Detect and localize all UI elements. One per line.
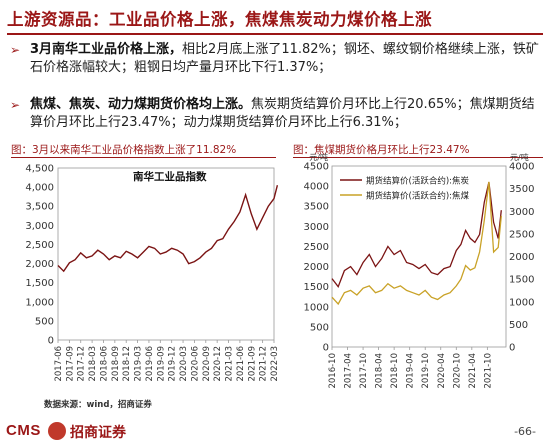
x-tick-label: 2020-06 (190, 346, 200, 382)
x-tick-label: 2020-03 (179, 346, 189, 382)
x-tick-label: 2020-09 (202, 346, 212, 382)
coal-futures-chart: 元/吨 元/吨 0 500 1000 1500 2000 2500 3000 3500 4000 45… (304, 152, 535, 389)
y-left-tick-label: 2000 (304, 262, 329, 273)
x-tick-label: 2019-12 (168, 346, 178, 382)
data-source: 数据来源：wind，招商证券 (44, 400, 152, 410)
bullet-2-text: 焦煤、焦炭、动力煤期货价格均上涨。焦炭期货结算价月环比上行20.65%；焦煤期货… (30, 96, 540, 132)
nanhua-industrial-index-chart: 0 500 1,000 1,500 2,000 2,500 3,000 3,500 4,000 4… (25, 164, 278, 382)
x-tick-label: 2018-04 (375, 353, 385, 389)
y-left-tick-label: 3500 (304, 202, 329, 213)
logo-mark-icon (48, 422, 66, 440)
y-right-tick-label: 3500 (509, 184, 534, 195)
y-right-tick-label: 4000 (509, 162, 534, 173)
right-axis-unit: 元/吨 (510, 152, 529, 162)
x-tick-label: 2022-03 (270, 346, 278, 382)
x-tick-label: 2016-10 (328, 353, 338, 389)
x-tick-label: 2017-12 (77, 346, 87, 382)
bullet-2-bold: 焦煤、焦炭、动力煤期货价格均上涨。 (30, 97, 252, 112)
y-left-tick-label: 0 (323, 343, 329, 354)
x-tick-label: 2020-04 (437, 353, 447, 389)
bullet-2: ➢ 焦煤、焦炭、动力煤期货价格均上涨。焦炭期货结算价月环比上行20.65%；焦煤… (10, 96, 540, 132)
y-tick-label: 3,000 (25, 221, 54, 232)
bullet-1-text: 3月南华工业品价格上涨，相比2月底上涨了11.82%；钢坯、螺纹钢价格继续上涨，… (30, 41, 540, 77)
bullet-2-body: 焦炭期货结算价月环比上行20.65%；焦煤期货结算价月环比上行23.47%；动力… (30, 97, 535, 130)
x-tick-label: 2021-03 (225, 346, 235, 382)
y-left-tick-label: 4500 (304, 162, 329, 173)
x-tick-label: 2019-03 (134, 346, 144, 382)
y-tick-label: 1,500 (25, 278, 54, 289)
y-tick-label: 0 (48, 336, 54, 347)
y-left-tick-label: 1000 (304, 302, 329, 313)
bullet-arrow-icon: ➢ (10, 43, 21, 57)
y-right-tick-label: 500 (509, 320, 528, 331)
x-tick-label: 2018-06 (99, 346, 109, 382)
x-tick-label: 2017-04 (344, 353, 354, 389)
x-tick-label: 2019-10 (421, 353, 431, 389)
y-tick-label: 4,000 (25, 183, 54, 194)
legend-label: 期货结算价(活跃合约):焦炭 (366, 176, 469, 187)
y-tick-label: 4,500 (25, 164, 54, 175)
left-chart-caption: 图：3月以来南华工业品价格指数上涨了11.82% (11, 144, 237, 156)
series-line (57, 185, 278, 273)
y-left-tick-label: 1500 (304, 282, 329, 293)
y-right-tick-label: 1500 (509, 275, 534, 286)
x-tick-label: 2021-04 (468, 353, 478, 389)
x-tick-label: 2020-12 (213, 346, 223, 382)
bullet-1-body: 相比2月底上涨了11.82%；钢坯、螺纹钢价格继续上涨，铁矿石价格涨幅较大；粗钢… (30, 42, 539, 75)
x-tick-label: 2019-04 (406, 353, 416, 389)
y-right-tick-label: 1000 (509, 297, 534, 308)
x-tick-label: 2020-10 (452, 353, 462, 389)
y-right-tick-label: 0 (509, 343, 515, 354)
x-tick-label: 2017-09 (65, 346, 75, 382)
page-number: -66- (514, 425, 536, 438)
plot-frame (331, 165, 507, 348)
logo-text: CMS (6, 422, 41, 439)
legend-label: 期货结算价(活跃合约):焦煤 (366, 191, 469, 202)
y-right-tick-label: 2000 (509, 252, 534, 263)
x-tick-label: 2019-06 (145, 346, 155, 382)
x-tick-label: 2021-09 (247, 346, 257, 382)
left-caption-rule (11, 157, 276, 158)
logo-company-name: 招商证券 (70, 425, 126, 441)
bullet-1-bold: 3月南华工业品价格上涨， (30, 42, 183, 57)
series-line (331, 181, 502, 289)
x-tick-label: 2017-10 (359, 353, 369, 389)
title-divider (7, 33, 543, 35)
y-right-tick-label: 2500 (509, 229, 534, 240)
right-caption-rule (293, 157, 543, 158)
bullet-1: ➢ 3月南华工业品价格上涨，相比2月底上涨了11.82%；钢坯、螺纹钢价格继续上… (10, 41, 540, 77)
y-tick-label: 2,500 (25, 240, 54, 251)
x-tick-label: 2021-06 (236, 346, 246, 382)
x-tick-label: 2017-06 (54, 346, 64, 382)
y-tick-label: 2,000 (25, 259, 54, 270)
x-tick-label: 2018-03 (88, 346, 98, 382)
y-tick-label: 500 (35, 316, 54, 327)
y-left-tick-label: 4000 (304, 182, 329, 193)
plot-frame (57, 167, 275, 341)
x-tick-label: 2021-10 (483, 353, 493, 389)
y-tick-label: 1,000 (25, 297, 54, 308)
x-tick-label: 2018-09 (111, 346, 121, 382)
x-tick-label: 2019-09 (156, 346, 166, 382)
y-left-tick-label: 3000 (304, 222, 329, 233)
chart-title: 南华工业品指数 (133, 170, 207, 183)
page-title: 上游资源品：工业品价格上涨，焦煤焦炭动力煤价格上涨 (7, 10, 432, 29)
x-tick-label: 2021-12 (259, 346, 269, 382)
right-chart-caption: 图：焦煤期货价格月环比上行23.47% (293, 144, 470, 156)
x-tick-label: 2018-10 (390, 353, 400, 389)
series-line (331, 181, 502, 306)
y-right-tick-label: 3000 (509, 207, 534, 218)
x-tick-label: 2018-12 (122, 346, 132, 382)
y-left-tick-label: 500 (310, 322, 329, 333)
left-axis-unit: 元/吨 (309, 152, 328, 162)
bullet-arrow-icon: ➢ (10, 98, 21, 112)
y-left-tick-label: 2500 (304, 242, 329, 253)
y-tick-label: 3,500 (25, 202, 54, 213)
